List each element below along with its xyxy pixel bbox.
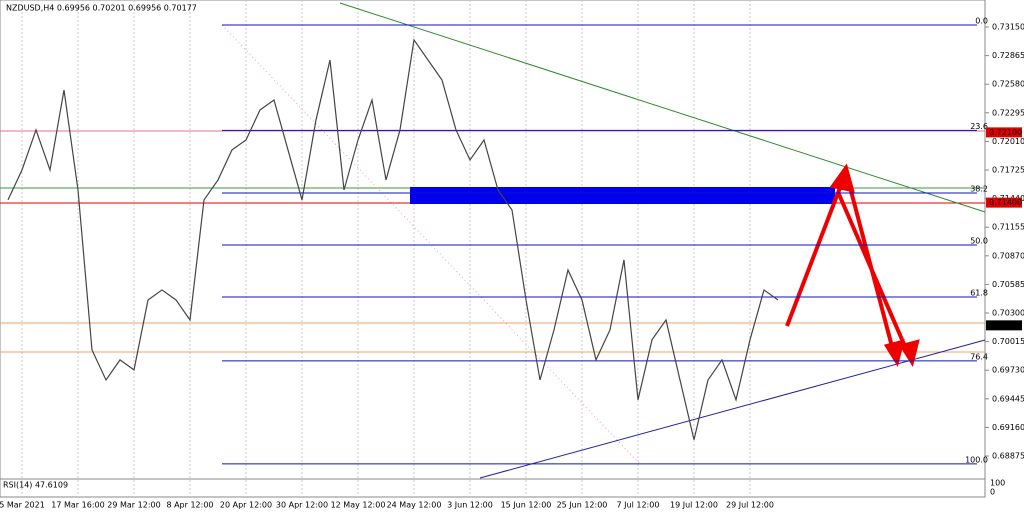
plot-frame — [0, 0, 986, 498]
x-tick-label: 8 Apr 12:00 — [166, 501, 213, 510]
y-tick-label: 0.70300 — [992, 309, 1024, 318]
y-tick-label: 0.70585 — [992, 280, 1024, 289]
arrow-head — [829, 163, 855, 193]
chart-header: NZDUSD,H4 0.69956 0.70201 0.69956 0.7017… — [6, 4, 197, 13]
fib-label: 76.4 — [970, 352, 988, 361]
price-tag-label: 0.71400 — [989, 198, 1022, 207]
price-tag — [986, 320, 1022, 331]
x-tick-label: 25 Jun 12:00 — [557, 501, 608, 510]
arrow-head — [898, 339, 920, 368]
price-tag — [986, 127, 1022, 138]
x-tick-label: 5 Mar 2021 — [0, 501, 45, 510]
y-tick-label: 0.72010 — [992, 137, 1024, 146]
x-tick-label: 7 Jul 12:00 — [617, 501, 660, 510]
x-tick-label: 24 May 12:00 — [387, 501, 442, 510]
y-tick-label: 0.72295 — [992, 108, 1024, 117]
rsi-scale: 100 — [990, 479, 1005, 488]
rsi-scale: 0 — [990, 488, 995, 497]
trendline-navy — [479, 339, 986, 479]
x-tick-label: 20 Apr 12:00 — [220, 501, 272, 510]
y-tick-label: 0.71725 — [992, 166, 1024, 175]
price-tag — [986, 197, 1022, 208]
fib-label: 38.2 — [970, 184, 988, 193]
y-tick-label: 0.70870 — [992, 251, 1024, 260]
x-tick-label: 17 Mar 16:00 — [51, 501, 104, 510]
y-tick-label: 0.70015 — [992, 337, 1024, 346]
arrow-path — [836, 191, 912, 359]
y-tick-label: 0.69730 — [992, 366, 1024, 375]
zone-rect — [410, 187, 835, 204]
x-tick-label: 29 Mar 12:00 — [107, 501, 160, 510]
price-line — [7, 38, 779, 440]
fib-label: 0.0 — [975, 16, 988, 25]
fib-label: 100.0 — [965, 455, 988, 464]
y-tick-label: 0.69160 — [992, 423, 1024, 432]
x-tick-label: 30 Apr 12:00 — [276, 501, 328, 510]
x-tick-label: 3 Jun 12:00 — [447, 501, 493, 510]
fib-label: 23.6 — [970, 122, 988, 131]
price-tag-label: 0.72100 — [989, 128, 1022, 137]
x-tick-label: 15 Jun 12:00 — [501, 501, 552, 510]
fib-label: 50.0 — [970, 236, 988, 245]
price-tag-label: 0.70177 — [989, 321, 1022, 330]
fib-label: 61.8 — [970, 288, 988, 297]
x-tick-label: 29 Jul 12:00 — [726, 501, 774, 510]
y-tick-label: 0.73150 — [992, 22, 1024, 31]
x-tick-label: 19 Jul 12:00 — [670, 501, 718, 510]
arrow-head — [883, 339, 905, 368]
trendline-green — [339, 2, 986, 213]
y-tick-label: 0.68875 — [992, 452, 1024, 461]
y-tick-label: 0.72865 — [992, 51, 1024, 60]
y-tick-label: 0.71155 — [992, 223, 1024, 232]
rsi-label: RSI(14) 47.6109 — [3, 481, 68, 490]
arrows — [785, 163, 920, 368]
x-tick-label: 12 May 12:00 — [331, 501, 386, 510]
y-tick-label: 0.72580 — [992, 80, 1024, 89]
y-tick-label: 0.69445 — [992, 394, 1024, 403]
